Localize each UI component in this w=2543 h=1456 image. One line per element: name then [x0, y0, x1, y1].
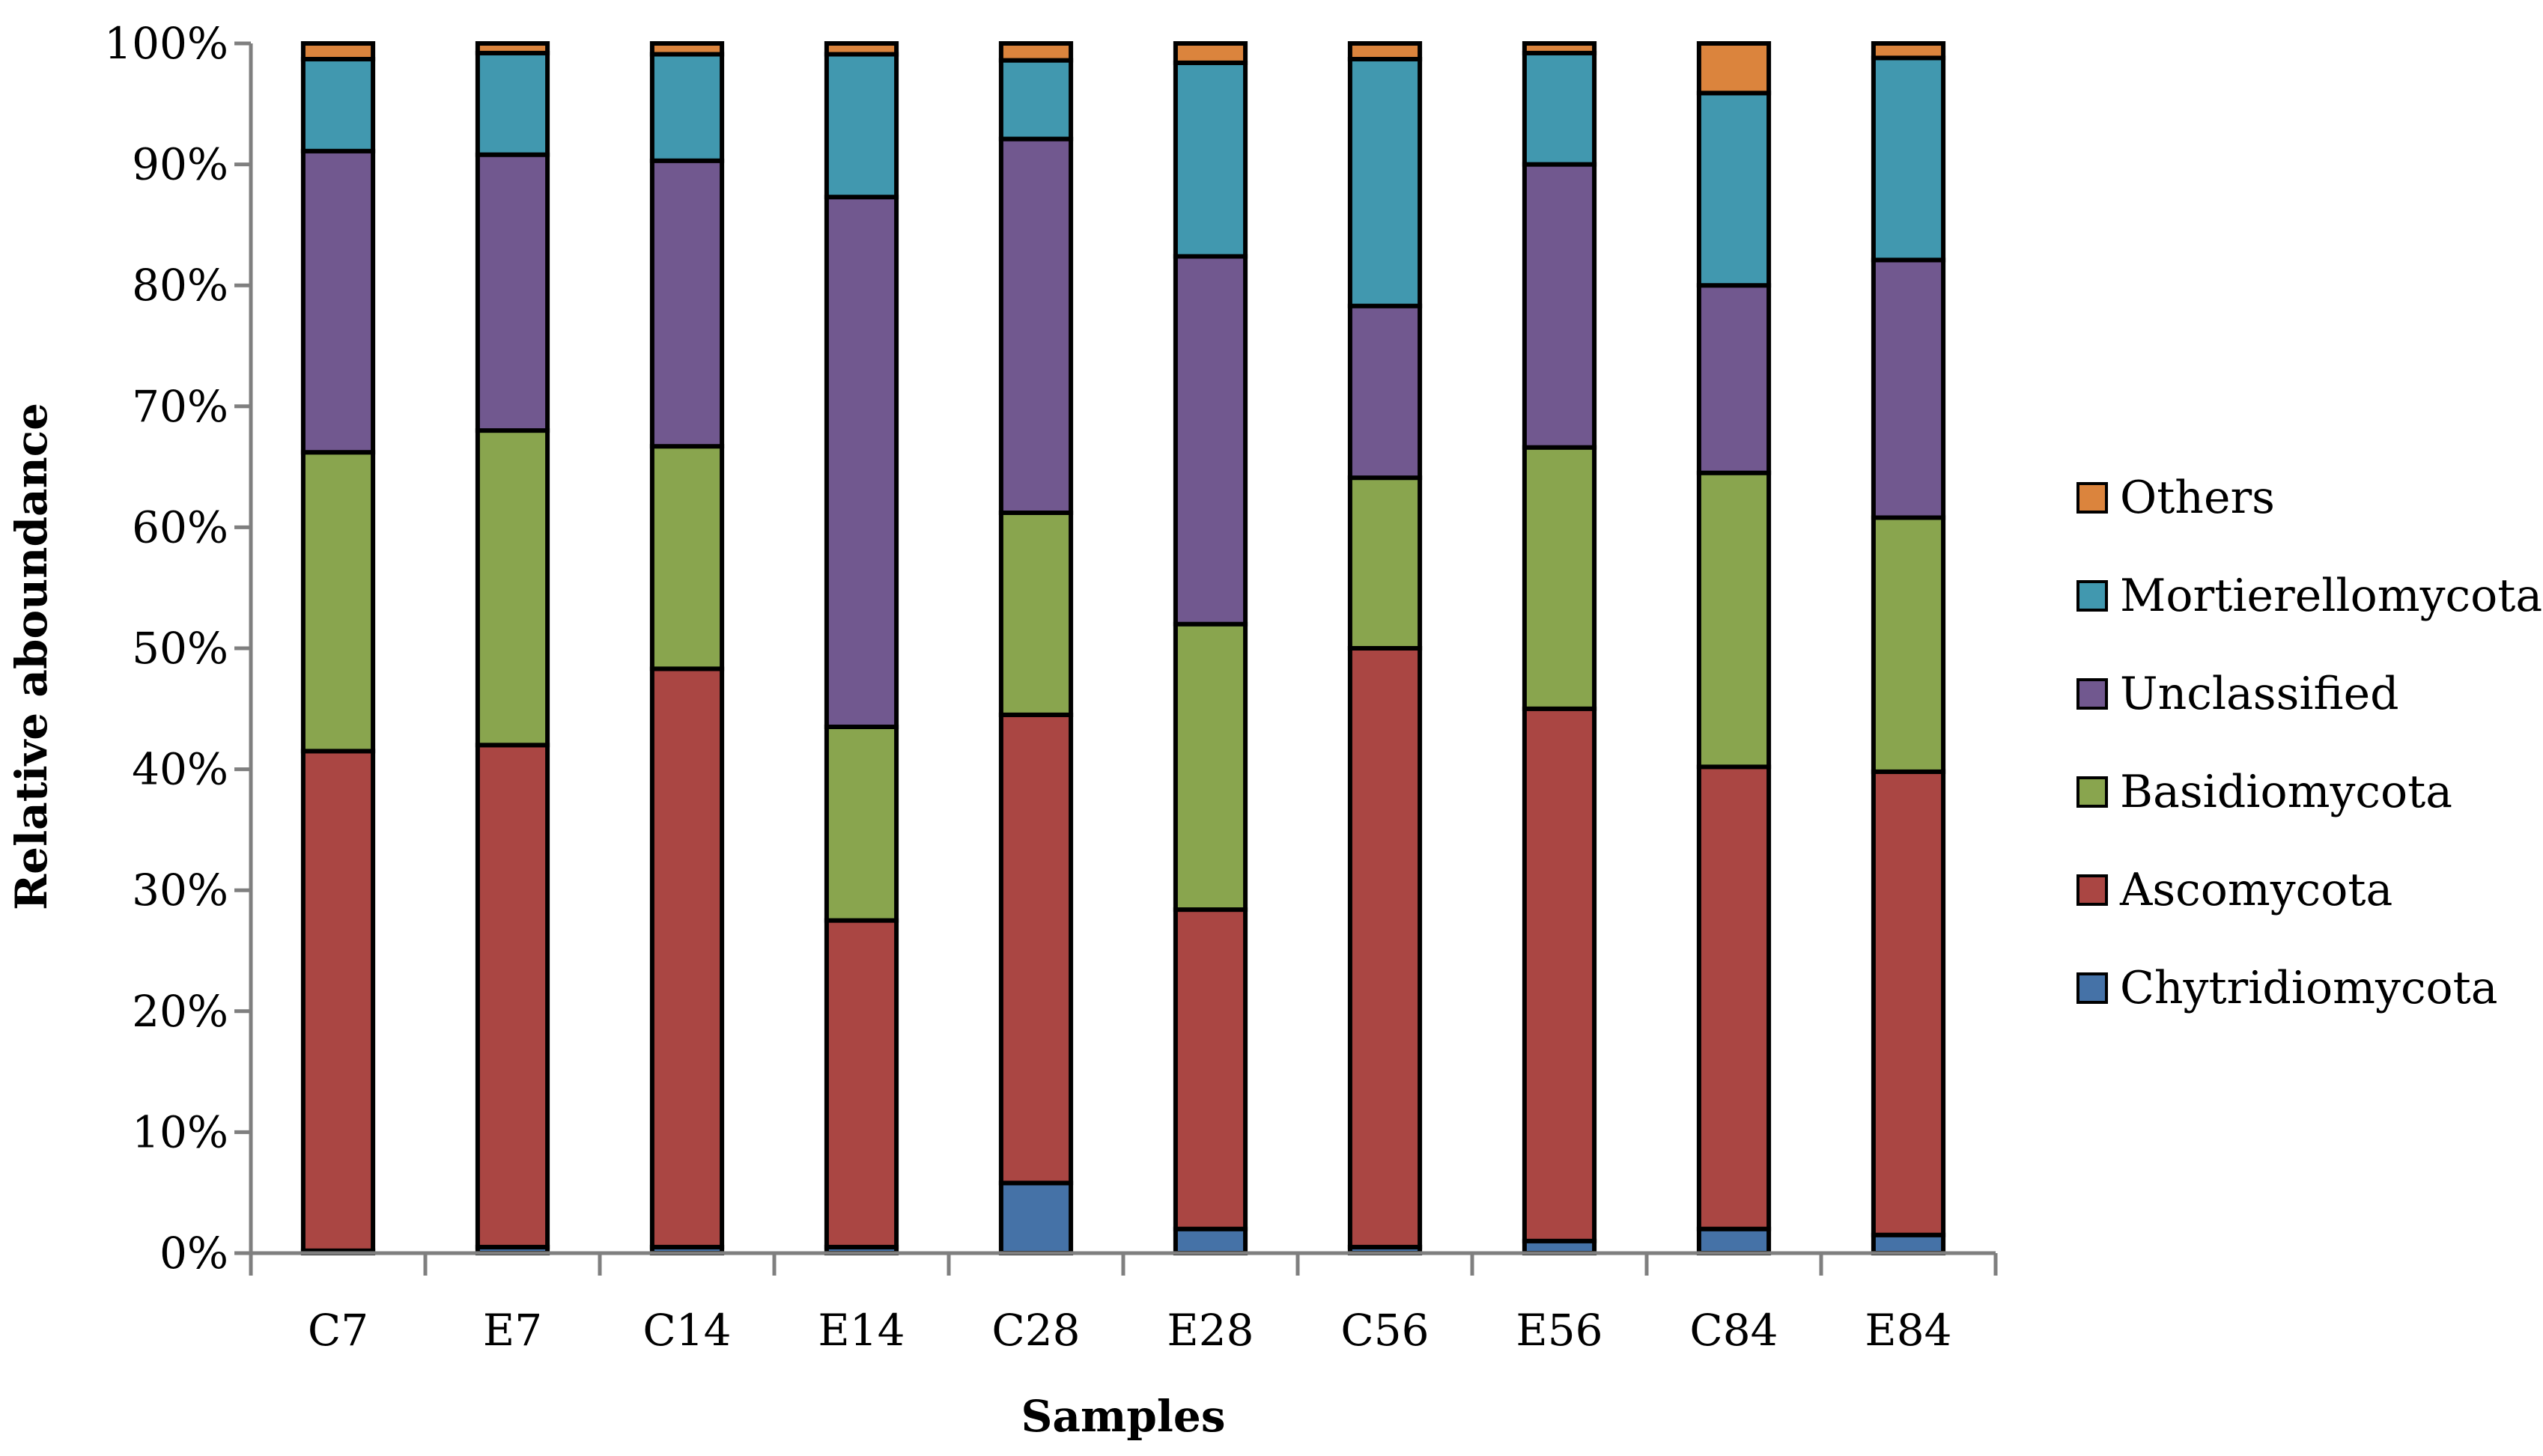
- bar-segment-C84-chytridiomycota: [1696, 1226, 1772, 1255]
- y-tick-label: 0%: [159, 1228, 228, 1279]
- bars-layer: [300, 41, 1946, 1256]
- bar-segment-E28-unclassified: [1173, 254, 1248, 627]
- bar-segment-E28-chytridiomycota: [1173, 1226, 1248, 1255]
- bar-segment-C7-basidiomycota: [300, 450, 376, 754]
- bar-segment-C28-unclassified: [998, 136, 1074, 515]
- bar-segment-C14-basidiomycota: [649, 444, 725, 671]
- bar-segment-E84-ascomycota: [1871, 769, 1946, 1237]
- bar-segment-C84-mortierellomycota: [1696, 91, 1772, 288]
- legend-label-ascomycota: Ascomycota: [2119, 864, 2392, 916]
- bar-segment-C28-others: [998, 41, 1074, 63]
- x-tick-label-C7: C7: [308, 1305, 368, 1356]
- bar-segment-E56-unclassified: [1522, 162, 1597, 450]
- x-tick-label-E7: E7: [483, 1305, 542, 1356]
- bar-segment-E84-mortierellomycota: [1871, 55, 1946, 263]
- bar-segment-C14-unclassified: [649, 158, 725, 449]
- bar-segment-C84-basidiomycota: [1696, 470, 1772, 770]
- bar-segment-C14-ascomycota: [649, 666, 725, 1249]
- x-tick-label-C14: C14: [642, 1305, 731, 1356]
- y-tick-label: 90%: [132, 139, 228, 190]
- bar-segment-C84-unclassified: [1696, 283, 1772, 475]
- legend-swatch-unclassified: [2076, 678, 2108, 710]
- x-axis-title: Samples: [1021, 1391, 1226, 1442]
- bar-segment-C14-others: [649, 41, 725, 57]
- bar-segment-E28-ascomycota: [1173, 907, 1248, 1231]
- bar-segment-C7-unclassified: [300, 148, 376, 455]
- bar-segment-E56-mortierellomycota: [1522, 50, 1597, 167]
- bar-segment-E14-others: [824, 41, 899, 57]
- bar-segment-E7-unclassified: [475, 152, 550, 433]
- legend: Others Mortierellomycota Unclassified Basid…: [2076, 472, 2542, 1014]
- legend-swatch-mortierellomycota: [2076, 580, 2108, 612]
- bar-segment-E7-mortierellomycota: [475, 50, 550, 157]
- bar-segment-C14-mortierellomycota: [649, 52, 725, 163]
- bar-segment-E14-ascomycota: [824, 918, 899, 1249]
- bar-segment-C56-ascomycota: [1347, 646, 1423, 1249]
- bar-segment-E7-others: [475, 41, 550, 55]
- legend-swatch-ascomycota: [2076, 874, 2108, 906]
- bar-segment-C84-ascomycota: [1696, 764, 1772, 1231]
- y-tick-label: 20%: [132, 986, 228, 1037]
- bar-segment-C28-ascomycota: [998, 712, 1074, 1186]
- legend-label-unclassified: Unclassified: [2120, 668, 2398, 720]
- bar-segment-C7-ascomycota: [300, 749, 376, 1253]
- x-tick-label-E84: E84: [1865, 1305, 1951, 1356]
- bar-segment-E14-unclassified: [824, 195, 899, 729]
- legend-swatch-basidiomycota: [2076, 776, 2108, 808]
- y-tick-label: 50%: [132, 623, 228, 674]
- bar-segment-E84-chytridiomycota: [1871, 1232, 1946, 1256]
- bar-segment-E7-ascomycota: [475, 743, 550, 1249]
- bar-segment-C28-mortierellomycota: [998, 58, 1074, 141]
- bar-segment-E56-basidiomycota: [1522, 445, 1597, 711]
- bar-segment-E28-basidiomycota: [1173, 621, 1248, 913]
- x-tick-label-C56: C56: [1340, 1305, 1429, 1356]
- bar-segment-C7-mortierellomycota: [300, 57, 376, 153]
- legend-label-chytridiomycota: Chytridiomycota: [2120, 962, 2498, 1014]
- legend-label-mortierellomycota: Mortierellomycota: [2120, 570, 2542, 622]
- bar-segment-E84-unclassified: [1871, 258, 1946, 520]
- bar-segment-C56-mortierellomycota: [1347, 57, 1423, 308]
- y-tick-label: 40%: [132, 744, 228, 795]
- bar-segment-E28-mortierellomycota: [1173, 60, 1248, 259]
- bar-segment-E56-others: [1522, 41, 1597, 55]
- y-tick-label: 30%: [132, 865, 228, 916]
- axes-layer: 0% 10% 20% 30% 40% 50% 60% 70% 80% 90% 100% C7 E7 C14…: [104, 18, 1998, 1356]
- x-tick-label-E56: E56: [1516, 1305, 1602, 1356]
- bar-segment-C56-basidiomycota: [1347, 475, 1423, 651]
- y-tick-label: 60%: [132, 502, 228, 552]
- bar-segment-C56-unclassified: [1347, 303, 1423, 481]
- y-axis-title: Relative aboundance: [6, 403, 57, 910]
- bar-segment-E14-basidiomycota: [824, 725, 899, 923]
- y-tick-label: 10%: [132, 1106, 228, 1157]
- x-tick-label-C84: C84: [1689, 1305, 1778, 1356]
- x-tick-label-E28: E28: [1167, 1305, 1254, 1356]
- bar-segment-C84-others: [1696, 41, 1772, 96]
- y-tick-label: 70%: [132, 381, 228, 432]
- bar-segment-C28-basidiomycota: [998, 511, 1074, 717]
- legend-swatch-others: [2076, 482, 2108, 514]
- y-tick-label: 80%: [132, 260, 228, 311]
- bar-segment-E28-others: [1173, 41, 1248, 65]
- bar-segment-E84-basidiomycota: [1871, 515, 1946, 774]
- legend-label-others: Others: [2120, 472, 2275, 524]
- bar-segment-C28-chytridiomycota: [998, 1181, 1074, 1256]
- bar-segment-E84-others: [1871, 41, 1946, 61]
- y-tick-label: 100%: [104, 18, 228, 69]
- x-tick-label-C28: C28: [991, 1305, 1080, 1356]
- bar-segment-E7-basidiomycota: [475, 428, 550, 748]
- bar-segment-E14-mortierellomycota: [824, 52, 899, 200]
- bar-segment-C7-others: [300, 41, 376, 61]
- x-tick-label-E14: E14: [818, 1305, 905, 1356]
- legend-swatch-chytridiomycota: [2076, 972, 2108, 1004]
- legend-label-basidiomycota: Basidiomycota: [2120, 766, 2452, 818]
- bar-segment-E56-ascomycota: [1522, 706, 1597, 1243]
- bar-segment-C56-others: [1347, 41, 1423, 61]
